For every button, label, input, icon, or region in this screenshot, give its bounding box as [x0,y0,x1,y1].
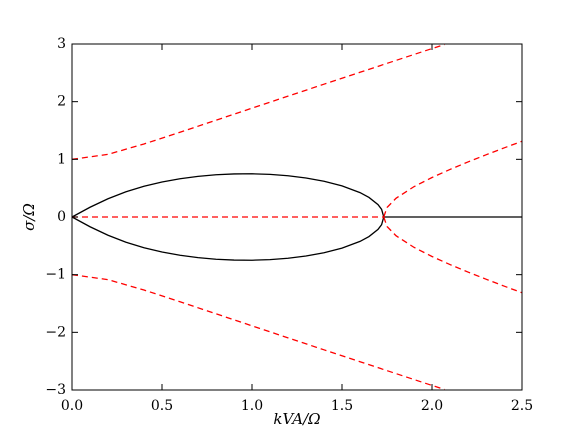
y-tick-label: 0 [57,209,66,225]
y-tick-label: 2 [57,94,66,110]
series-line [383,140,522,218]
series-line [72,216,385,261]
y-axis-label: σ/Ω [20,203,38,231]
series-line [383,216,522,294]
x-tick-label: 1.0 [241,398,263,414]
y-tick-label: −1 [45,267,66,283]
series-line [72,173,385,218]
y-tick-label: 1 [57,151,66,167]
x-tick-label: 2.0 [421,398,443,414]
series-line [72,274,445,390]
x-axis-label: kVA/Ω [273,410,320,428]
y-tick-label: −3 [45,382,66,398]
series-line [72,44,445,160]
x-tick-label: 0.0 [61,398,83,414]
x-tick-label: 1.5 [331,398,353,414]
x-tick-label: 0.5 [151,398,173,414]
plot-area [72,44,522,390]
y-tick-label: 3 [57,36,66,52]
y-tick-label: −2 [45,324,66,340]
x-tick-label: 2.5 [511,398,533,414]
